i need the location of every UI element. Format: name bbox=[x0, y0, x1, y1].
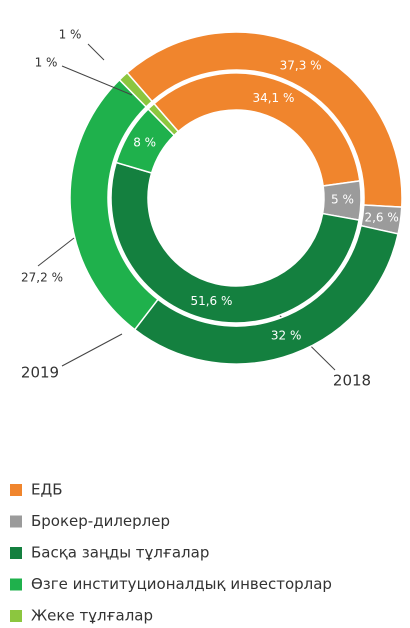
legend-swatch bbox=[10, 484, 22, 496]
legend-swatch bbox=[10, 610, 22, 622]
legend-swatch bbox=[10, 515, 22, 528]
series-label: 2018 bbox=[333, 372, 371, 390]
legend-swatch bbox=[10, 547, 22, 559]
donut-segment bbox=[147, 102, 180, 137]
data-label: 34,1 % bbox=[252, 91, 294, 105]
leader-line bbox=[87, 43, 105, 61]
donut-segment bbox=[118, 71, 154, 108]
data-label: 1 % bbox=[59, 28, 82, 42]
legend-label: Жеке тұлғалар bbox=[31, 607, 153, 625]
leader-line bbox=[61, 333, 123, 367]
data-label: 51,6 % bbox=[190, 294, 232, 308]
legend-label: Өзге институционалдық инвесторлар bbox=[31, 575, 332, 593]
data-label: 2,6 % bbox=[364, 211, 398, 225]
data-label: 37,3 % bbox=[280, 58, 322, 72]
legend-label: ЕДБ bbox=[31, 481, 63, 499]
data-label: 27,2 % bbox=[21, 271, 63, 285]
legend-swatch bbox=[10, 578, 22, 591]
donut-segment bbox=[126, 31, 403, 208]
data-label: 8 % bbox=[133, 136, 156, 150]
legend-label: Брокер-дилерлер bbox=[31, 512, 170, 530]
leader-line bbox=[37, 237, 75, 267]
donut-segment bbox=[110, 161, 360, 324]
series-label: 2019 bbox=[21, 364, 59, 382]
data-label: 1 % bbox=[35, 56, 58, 70]
data-label: 5 % bbox=[331, 193, 354, 207]
leader-line bbox=[61, 65, 133, 96]
data-label: 32 % bbox=[271, 329, 302, 343]
legend-label: Басқа заңды тұлғалар bbox=[31, 544, 209, 562]
